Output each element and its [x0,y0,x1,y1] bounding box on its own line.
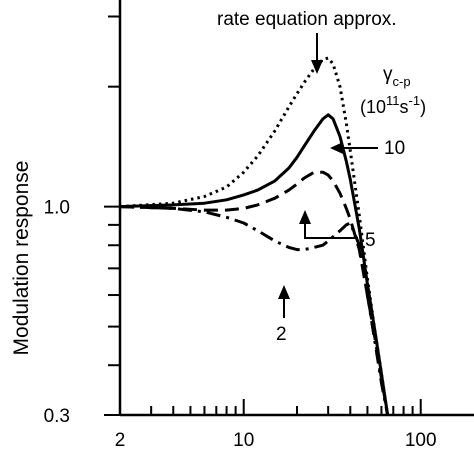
y-ticks [104,15,120,416]
x-tick-label: 100 [405,430,437,451]
y-tick-label: 1.0 [44,198,70,219]
arrow-5-shaft [304,222,358,239]
series-label-10: 10 [384,138,405,159]
x-tick-labels: 2 10 100 [115,430,437,451]
arrow-2-head [278,285,290,299]
arrow-10-head [330,142,343,154]
y-tick-labels: 1.0 0.3 [44,198,70,427]
y-axis-title: Modulation response [10,161,33,356]
rate-equation-arrow-head [311,60,323,74]
series-line-dotted [119,56,390,416]
x-ticks [119,399,422,415]
annotations: rate equation approx. γc-p (1011s-1) 10 … [217,9,426,345]
y-tick-label: 0.3 [44,406,70,427]
x-tick-label: 2 [115,430,126,451]
gamma-label: γc-p [383,64,411,89]
rate-equation-label: rate equation approx. [217,9,397,30]
series-lines [119,56,390,416]
series-line-dash-dot [119,205,390,416]
arrow-5-head [299,210,311,224]
series-label-5: 5 [365,230,376,251]
gamma-units: (1011s-1) [360,93,426,117]
x-tick-label: 10 [233,430,254,451]
series-line-solid [119,113,390,416]
series-label-2: 2 [276,324,287,345]
